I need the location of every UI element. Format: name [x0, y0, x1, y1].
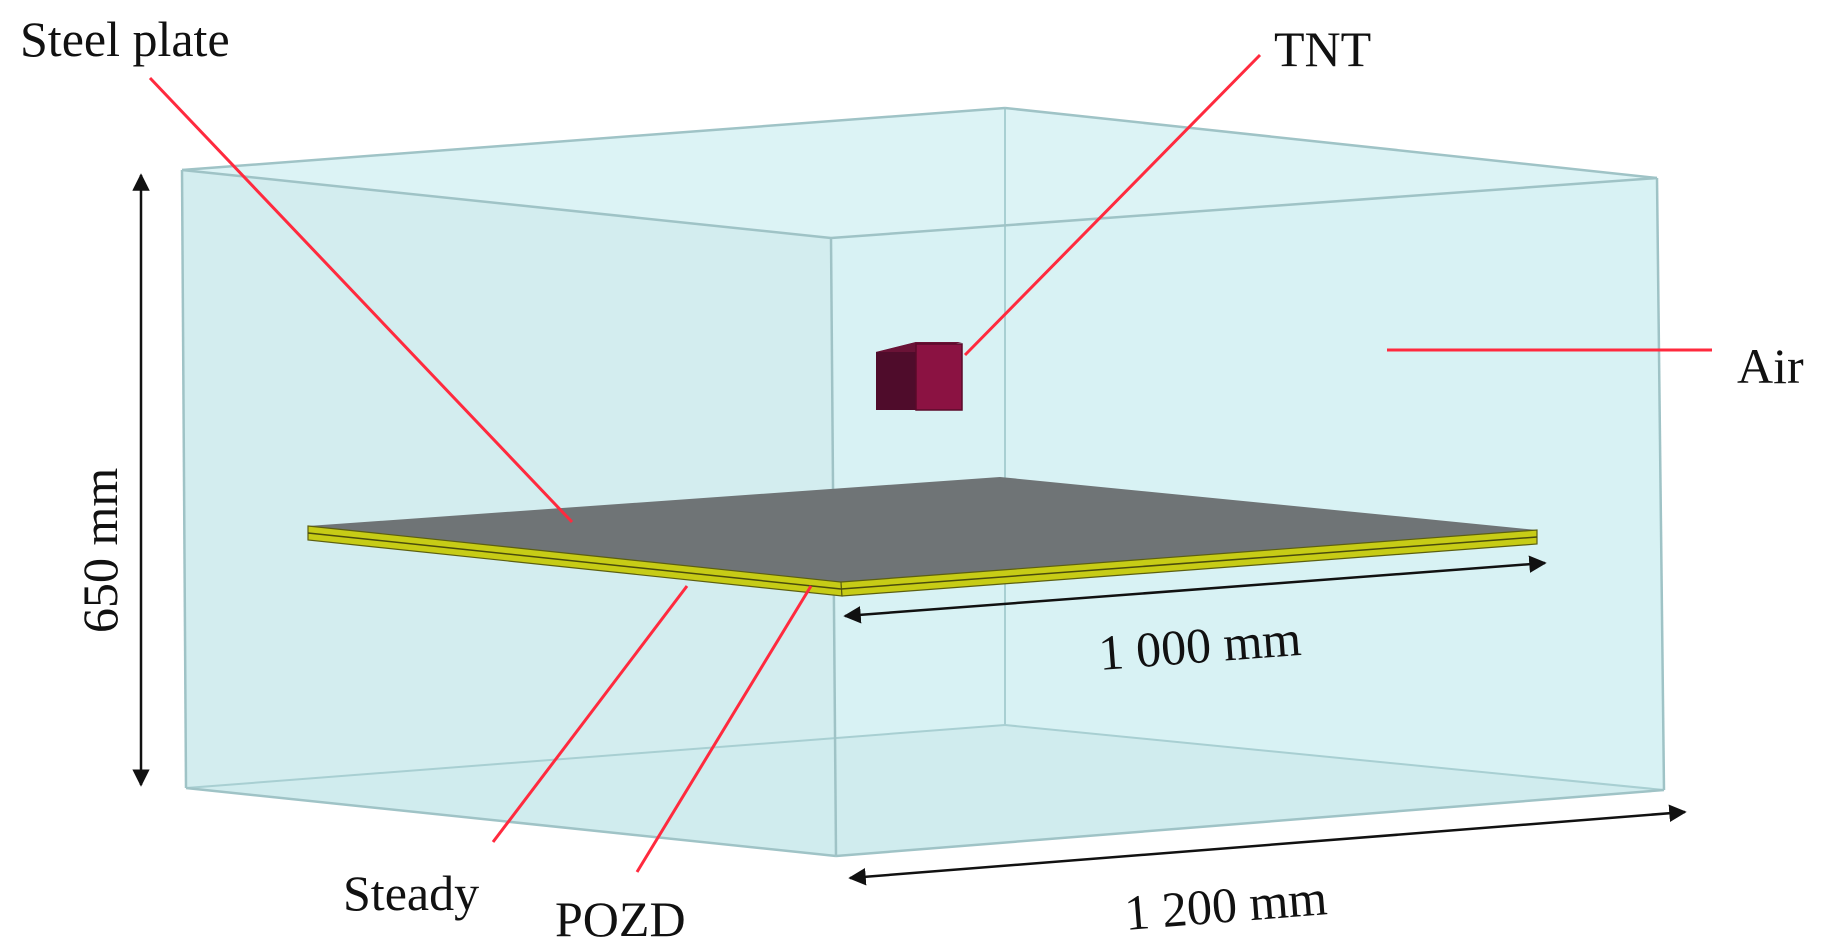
plate-layer-divider-left — [307, 532, 842, 590]
air-edge-bottom-front-left — [185, 786, 837, 858]
air-top-face — [182, 108, 1657, 238]
box-dimension-label: 1 200 mm — [1122, 869, 1329, 941]
air-left-face — [182, 108, 1005, 788]
air-edge-left-vertical — [180, 169, 188, 789]
tnt-front-face — [915, 343, 963, 411]
steady-leader — [491, 585, 689, 843]
air-edge-top-front-right — [830, 176, 1658, 240]
air-edge-back-bottom-left — [185, 724, 1006, 789]
steady-label: Steady — [343, 865, 479, 921]
air-domain-box — [180, 106, 1666, 858]
steel-plate-top — [308, 477, 1537, 582]
box-dimension-arrow — [848, 804, 1687, 886]
pozd-leader — [635, 585, 813, 873]
air-edge-top-left — [181, 106, 1006, 172]
tnt-leader — [963, 53, 1262, 357]
air-edge-right-vertical — [1655, 177, 1666, 791]
air-edge-back-bottom-right — [1004, 724, 1665, 791]
air-edge-top-right — [1004, 106, 1658, 180]
plate-dimension-arrow — [843, 555, 1547, 624]
leader-lines — [148, 53, 1712, 873]
steel-plate-label: Steel plate — [20, 11, 230, 67]
height-dimension-label: 650 mm — [72, 468, 128, 633]
pozd-label: POZD — [555, 891, 686, 947]
dimension-arrows — [132, 173, 1687, 886]
air-edge-top-front-left — [181, 168, 832, 240]
text-labels: Steel plate TNT Air Steady POZD 650 mm 1… — [20, 11, 1804, 947]
tnt-label: TNT — [1274, 21, 1371, 77]
tnt-charge — [876, 342, 963, 411]
air-label: Air — [1737, 338, 1804, 394]
tnt-side-face — [876, 342, 916, 410]
steel-plate-leader — [148, 76, 574, 524]
air-bottom-face — [186, 725, 1664, 856]
